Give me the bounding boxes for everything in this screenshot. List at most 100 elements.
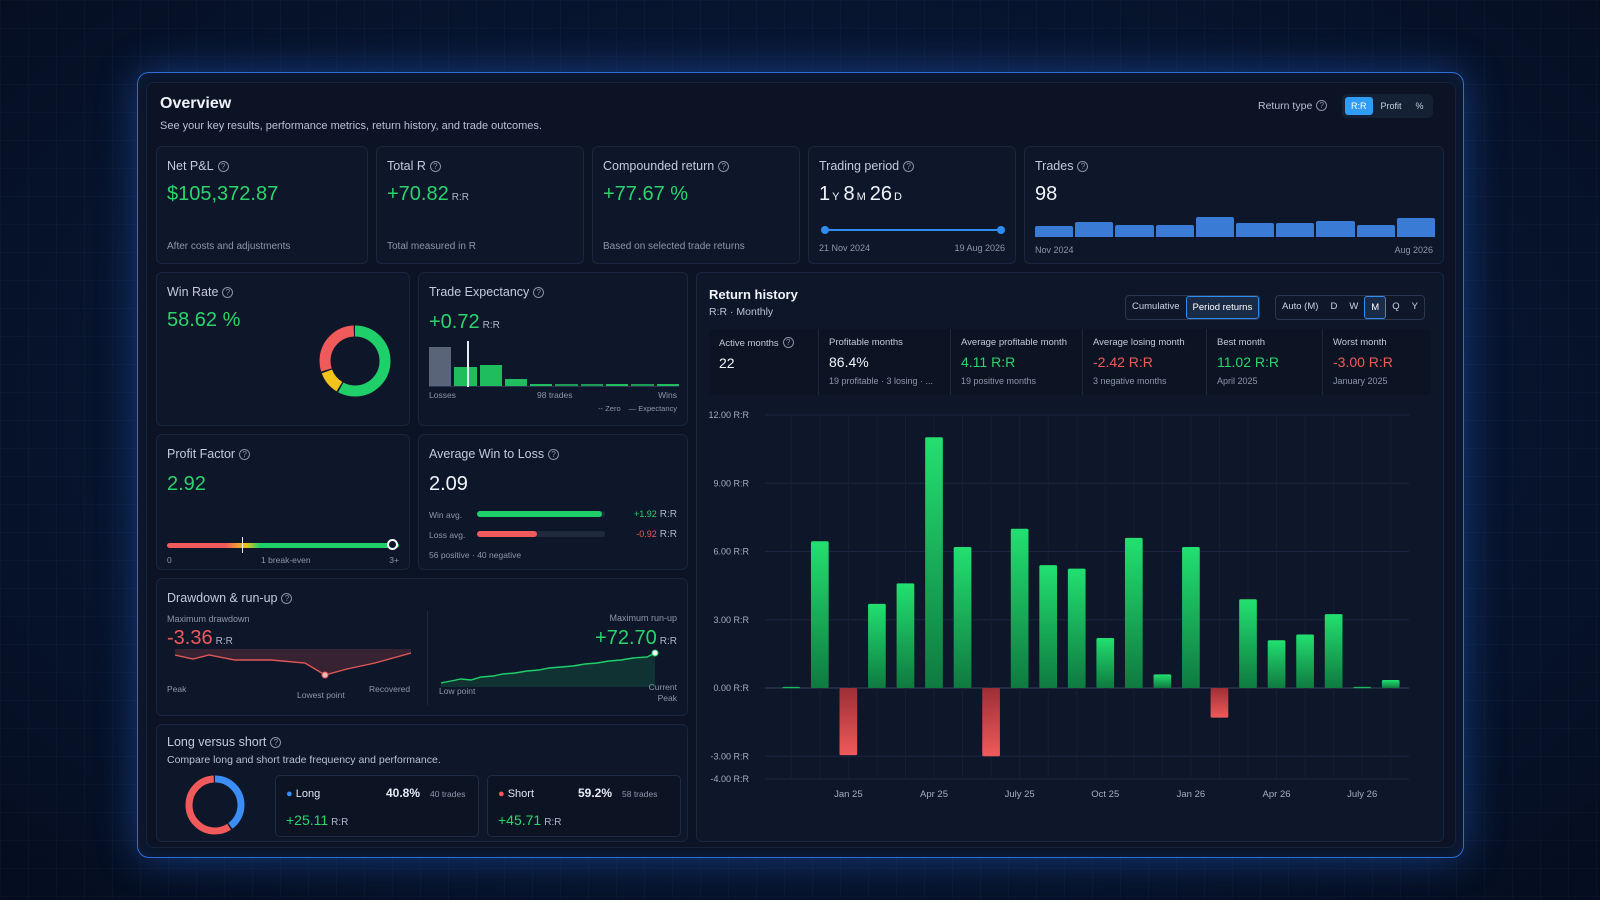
trades-period-bar (1035, 226, 1074, 237)
return-bar[interactable] (1096, 637, 1115, 688)
expectancy-hist-bar (606, 384, 629, 386)
trades-period-bar (1356, 224, 1395, 237)
donut-segment-losses (319, 325, 391, 397)
return-bar[interactable] (1324, 614, 1343, 688)
help-icon[interactable]: ? (222, 287, 234, 298)
stat-avg-losing: Average losing month -2.42 R:R 3 negativ… (1083, 329, 1207, 395)
help-icon[interactable]: ? (548, 449, 560, 460)
return-bar[interactable] (839, 688, 858, 756)
win-rate-donut (319, 325, 391, 397)
gauge-max: 3+ (389, 555, 399, 565)
period-q[interactable]: Q (1392, 301, 1400, 312)
trades-start: Nov 2024 (1035, 245, 1074, 255)
trades-distribution (1035, 217, 1436, 237)
period-d[interactable]: D (1330, 301, 1338, 312)
total-r-label: Total R (387, 159, 426, 173)
period-y[interactable]: Y (1411, 301, 1418, 312)
help-icon[interactable]: ? (533, 287, 545, 298)
return-bar[interactable] (782, 686, 801, 689)
return-type-profit[interactable]: Profit (1380, 101, 1402, 111)
expectancy-hist-bar (479, 364, 502, 386)
profit-factor-card: Profit Factor? 2.92 0 1 break-even 3+ (156, 434, 410, 570)
trade-expectancy-value: +0.72 (429, 311, 480, 333)
loss-avg-value: -0.92 (636, 529, 657, 539)
y-tick-label: -3.00 R:R (710, 751, 749, 761)
help-icon[interactable]: ? (782, 337, 794, 348)
total-r-unit: R:R (451, 192, 469, 203)
trades-period-bar (1115, 224, 1154, 237)
return-bar[interactable] (1239, 599, 1257, 688)
profit-factor-value: 2.92 (167, 473, 206, 495)
return-bar[interactable] (1124, 537, 1143, 688)
trades-end: Aug 2026 (1394, 245, 1433, 255)
help-icon[interactable]: ? (1316, 100, 1328, 111)
return-type-percent[interactable]: % (1415, 101, 1424, 111)
help-icon[interactable]: ? (239, 449, 251, 460)
x-tick-label: July 26 (1347, 789, 1377, 800)
return-bar[interactable] (1210, 688, 1229, 718)
win-rate-label: Win Rate (167, 285, 219, 299)
compounded-return-value: +77.67 % (603, 183, 689, 205)
expectancy-hist-bar (429, 347, 452, 386)
trade-expectancy-label: Trade Expectancy (429, 285, 530, 299)
help-icon[interactable]: ? (270, 737, 282, 748)
trading-period-fill (825, 229, 1001, 231)
period-w[interactable]: W (1349, 301, 1359, 312)
mode-toggle: Cumulative Period returns (1125, 295, 1261, 320)
return-bar[interactable] (810, 541, 829, 688)
y-tick-label: 3.00 R:R (713, 615, 749, 625)
return-bar[interactable] (896, 583, 915, 688)
return-bar[interactable] (1153, 674, 1172, 688)
trades-card: Trades? 98 Nov 2024 Aug 2026 (1024, 146, 1444, 264)
return-bar[interactable] (953, 546, 972, 688)
help-icon[interactable]: ? (903, 161, 915, 172)
expectancy-hist-bar (530, 384, 553, 386)
return-history-title: Return history (709, 287, 798, 302)
period-m[interactable]: M (1364, 296, 1387, 319)
donut-segment-long (185, 775, 245, 835)
return-bar[interactable] (1353, 686, 1372, 689)
y-tick-label: 12.00 R:R (708, 410, 749, 420)
help-icon[interactable]: ? (718, 161, 730, 172)
help-icon[interactable]: ? (429, 161, 441, 172)
return-bar[interactable] (868, 603, 886, 688)
drawdown-peak: Peak (167, 684, 187, 694)
return-bar[interactable] (1067, 568, 1086, 688)
long-value: +25.11 (286, 812, 329, 828)
win-avg-value: +1.92 (633, 509, 657, 519)
return-bar[interactable] (1267, 640, 1286, 688)
return-bar[interactable] (1010, 528, 1029, 688)
period-auto[interactable]: Auto (M) (1282, 301, 1319, 312)
total-r-note: Total measured in R (387, 241, 476, 252)
return-bar[interactable] (1039, 565, 1058, 688)
win-loss-counts: 56 positive · 40 negative (429, 550, 522, 560)
help-icon[interactable]: ? (217, 161, 229, 172)
return-bar[interactable] (982, 688, 1000, 757)
short-name: Short (507, 788, 535, 800)
long-short-subtitle: Compare long and short trade frequency a… (167, 754, 441, 766)
return-type-rr[interactable]: R:R (1345, 97, 1373, 115)
stat-active-months: Active months? 22 (709, 329, 819, 395)
trades-value: 98 (1035, 183, 1058, 205)
net-pnl-value: $105,372.87 (167, 183, 279, 205)
mode-period-returns[interactable]: Period returns (1185, 296, 1260, 319)
compounded-return-label: Compounded return (603, 159, 715, 173)
stat-profitable-months: Profitable months 86.4% 19 profitable · … (819, 329, 951, 395)
expectancy-hist-bar (656, 384, 679, 386)
return-bar[interactable] (1182, 546, 1200, 688)
period-end-date: 19 Aug 2026 (954, 243, 1005, 253)
stat-worst-month: Worst month -3.00 R:R January 2025 (1333, 337, 1393, 386)
long-pct: 40.8% (386, 786, 421, 800)
mode-cumulative[interactable]: Cumulative (1132, 301, 1180, 312)
breakeven-marker (242, 537, 243, 553)
expectancy-hist-bar (631, 384, 654, 386)
runup-sparkline (441, 649, 659, 687)
x-tick-label: Apr 25 (920, 789, 948, 800)
return-bar[interactable] (1296, 634, 1314, 688)
help-icon[interactable]: ? (1077, 161, 1089, 172)
drawdown-label: Drawdown & run-up (167, 591, 278, 605)
return-bar[interactable] (1381, 680, 1400, 688)
help-icon[interactable]: ? (281, 593, 293, 604)
avg-win-loss-label: Average Win to Loss (429, 447, 545, 461)
return-bar[interactable] (925, 437, 943, 688)
